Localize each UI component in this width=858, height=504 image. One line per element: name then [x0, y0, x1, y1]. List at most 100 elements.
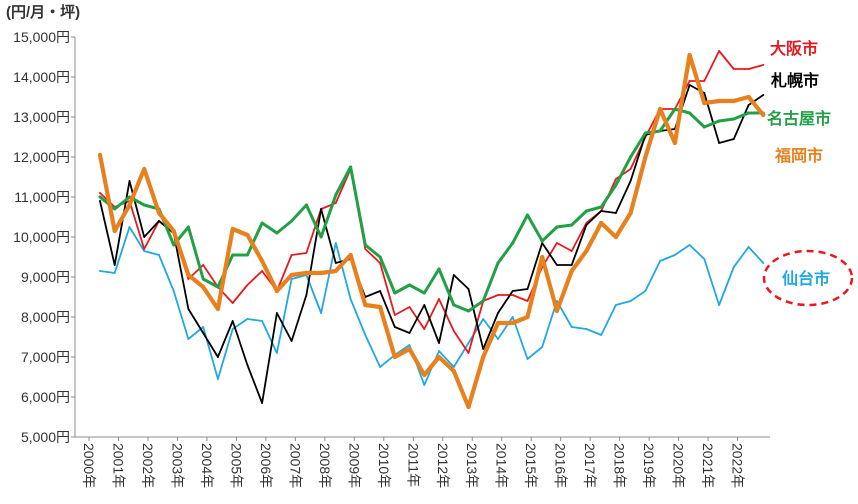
data-point-nagoya	[437, 267, 441, 271]
data-point-fukuoka	[731, 98, 736, 104]
series-line-sendai	[99, 226, 765, 386]
data-point-nagoya	[216, 285, 220, 289]
data-point-sendai	[261, 320, 263, 322]
data-point-osaka	[231, 302, 234, 304]
data-point-osaka	[143, 248, 146, 250]
data-point-fukuoka	[289, 272, 294, 278]
data-point-osaka	[467, 352, 470, 354]
data-point-sendai	[629, 300, 632, 302]
data-point-sendai	[408, 344, 411, 346]
y-tick-label: 9,000円	[21, 269, 70, 285]
data-point-fukuoka	[451, 368, 456, 374]
data-point-nagoya	[186, 225, 190, 229]
data-point-fukuoka	[584, 248, 589, 254]
data-point-sendai	[349, 298, 352, 300]
data-point-osaka	[452, 330, 455, 332]
series-labels: 大阪市 札幌市 名古屋市 福岡市 仙台市	[767, 39, 831, 288]
data-point-sendai	[438, 350, 440, 352]
x-tick-label: 2004年	[199, 443, 215, 488]
data-point-nagoya	[673, 107, 677, 111]
data-point-osaka	[393, 314, 396, 316]
data-point-fukuoka	[658, 106, 663, 112]
sendai-highlight-ellipse	[762, 249, 854, 307]
x-tick-label: 2022年	[730, 443, 746, 488]
data-point-fukuoka	[672, 140, 678, 146]
data-point-fukuoka	[274, 288, 279, 294]
x-tick-label: 2013年	[464, 443, 480, 488]
series-label-sapporo: 札幌市	[770, 71, 819, 90]
data-point-sendai	[113, 272, 116, 274]
data-point-sendai	[187, 338, 190, 340]
data-point-nagoya	[732, 117, 736, 121]
data-point-sendai	[482, 318, 485, 320]
data-point-osaka	[747, 68, 750, 70]
data-point-sapporo	[585, 224, 588, 226]
data-point-sapporo	[320, 208, 322, 210]
data-point-nagoya	[98, 195, 102, 199]
x-tick-label: 2006年	[258, 443, 274, 488]
data-point-sapporo	[158, 220, 160, 222]
data-point-osaka	[688, 80, 691, 82]
data-point-sapporo	[143, 236, 146, 238]
data-point-sapporo	[202, 332, 205, 334]
data-point-fukuoka	[407, 346, 412, 352]
y-tick-label: 13,000円	[13, 109, 70, 125]
data-point-osaka	[718, 50, 720, 52]
data-point-sapporo	[99, 200, 101, 202]
data-point-nagoya	[584, 209, 588, 213]
series-line-nagoya	[98, 107, 765, 313]
data-point-sendai	[644, 290, 647, 292]
x-tick-label: 2020年	[671, 443, 687, 488]
data-point-nagoya	[614, 183, 618, 187]
data-point-fukuoka	[746, 94, 751, 100]
data-point-sendai	[526, 358, 529, 360]
x-tick-label: 2000年	[81, 443, 97, 488]
data-point-nagoya	[452, 303, 456, 307]
data-point-sendai	[615, 304, 617, 306]
x-tick-label: 2018年	[612, 443, 628, 488]
series-label-fukuoka: 福岡市	[774, 146, 823, 165]
data-point-fukuoka	[569, 268, 574, 274]
series-line-osaka	[99, 50, 765, 354]
data-point-sapporo	[482, 348, 485, 350]
x-tick-label: 2015年	[523, 443, 539, 488]
data-point-osaka	[364, 248, 367, 250]
data-point-fukuoka	[717, 98, 722, 104]
x-tick-label: 2005年	[228, 443, 244, 488]
data-point-sendai	[511, 316, 514, 318]
data-point-osaka	[556, 242, 558, 244]
data-point-sapporo	[231, 320, 234, 322]
series-sendai	[99, 226, 765, 386]
data-point-fukuoka	[702, 100, 707, 106]
data-point-nagoya	[467, 309, 470, 313]
data-point-fukuoka	[112, 228, 117, 234]
data-point-sendai	[570, 326, 573, 328]
data-point-osaka	[187, 278, 190, 280]
x-tick-label: 2008年	[317, 443, 333, 488]
data-point-sendai	[246, 318, 249, 320]
data-point-sendai	[718, 304, 720, 306]
data-point-sapporo	[334, 262, 337, 264]
data-point-nagoya	[496, 261, 500, 265]
data-point-nagoya	[334, 193, 338, 197]
data-point-sendai	[364, 334, 367, 336]
series-label-osaka: 大阪市	[770, 39, 818, 58]
data-point-sapporo	[379, 290, 381, 292]
data-point-osaka	[261, 270, 263, 272]
data-point-sapporo	[629, 180, 632, 182]
data-point-nagoya	[260, 221, 264, 225]
data-point-fukuoka	[422, 372, 427, 378]
data-point-nagoya	[629, 155, 633, 159]
data-point-fukuoka	[378, 304, 383, 310]
data-point-sendai	[320, 312, 322, 314]
data-point-sendai	[231, 328, 234, 330]
data-point-sapporo	[732, 138, 735, 140]
data-point-nagoya	[481, 299, 485, 303]
data-point-sapporo	[762, 94, 765, 96]
data-point-sendai	[541, 346, 544, 348]
data-point-osaka	[732, 68, 735, 70]
y-tick-label: 10,000円	[13, 229, 70, 245]
data-point-sapporo	[615, 212, 617, 214]
data-point-nagoya	[717, 119, 721, 123]
